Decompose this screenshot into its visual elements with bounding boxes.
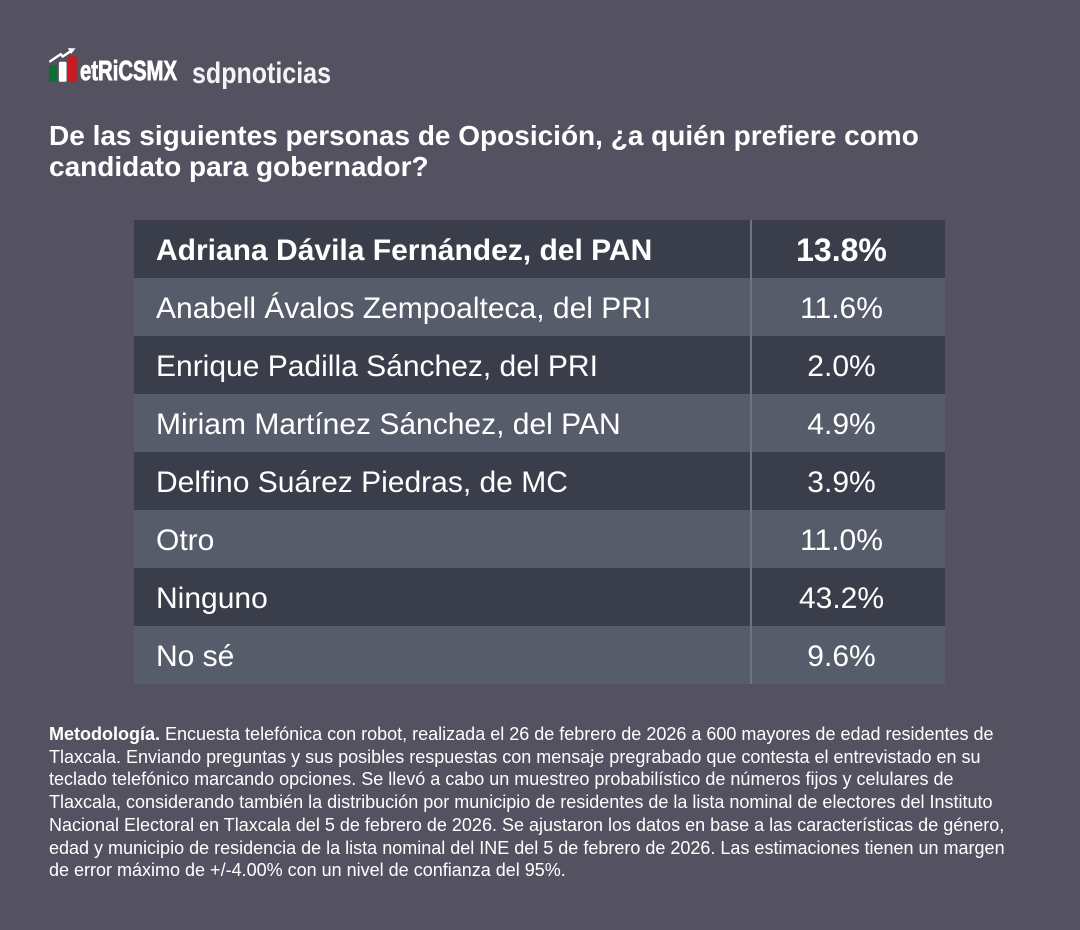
svg-text:etRiCSMX: etRiCSMX [80,55,177,86]
svg-text:sdpnoticias: sdpnoticias [192,57,331,90]
